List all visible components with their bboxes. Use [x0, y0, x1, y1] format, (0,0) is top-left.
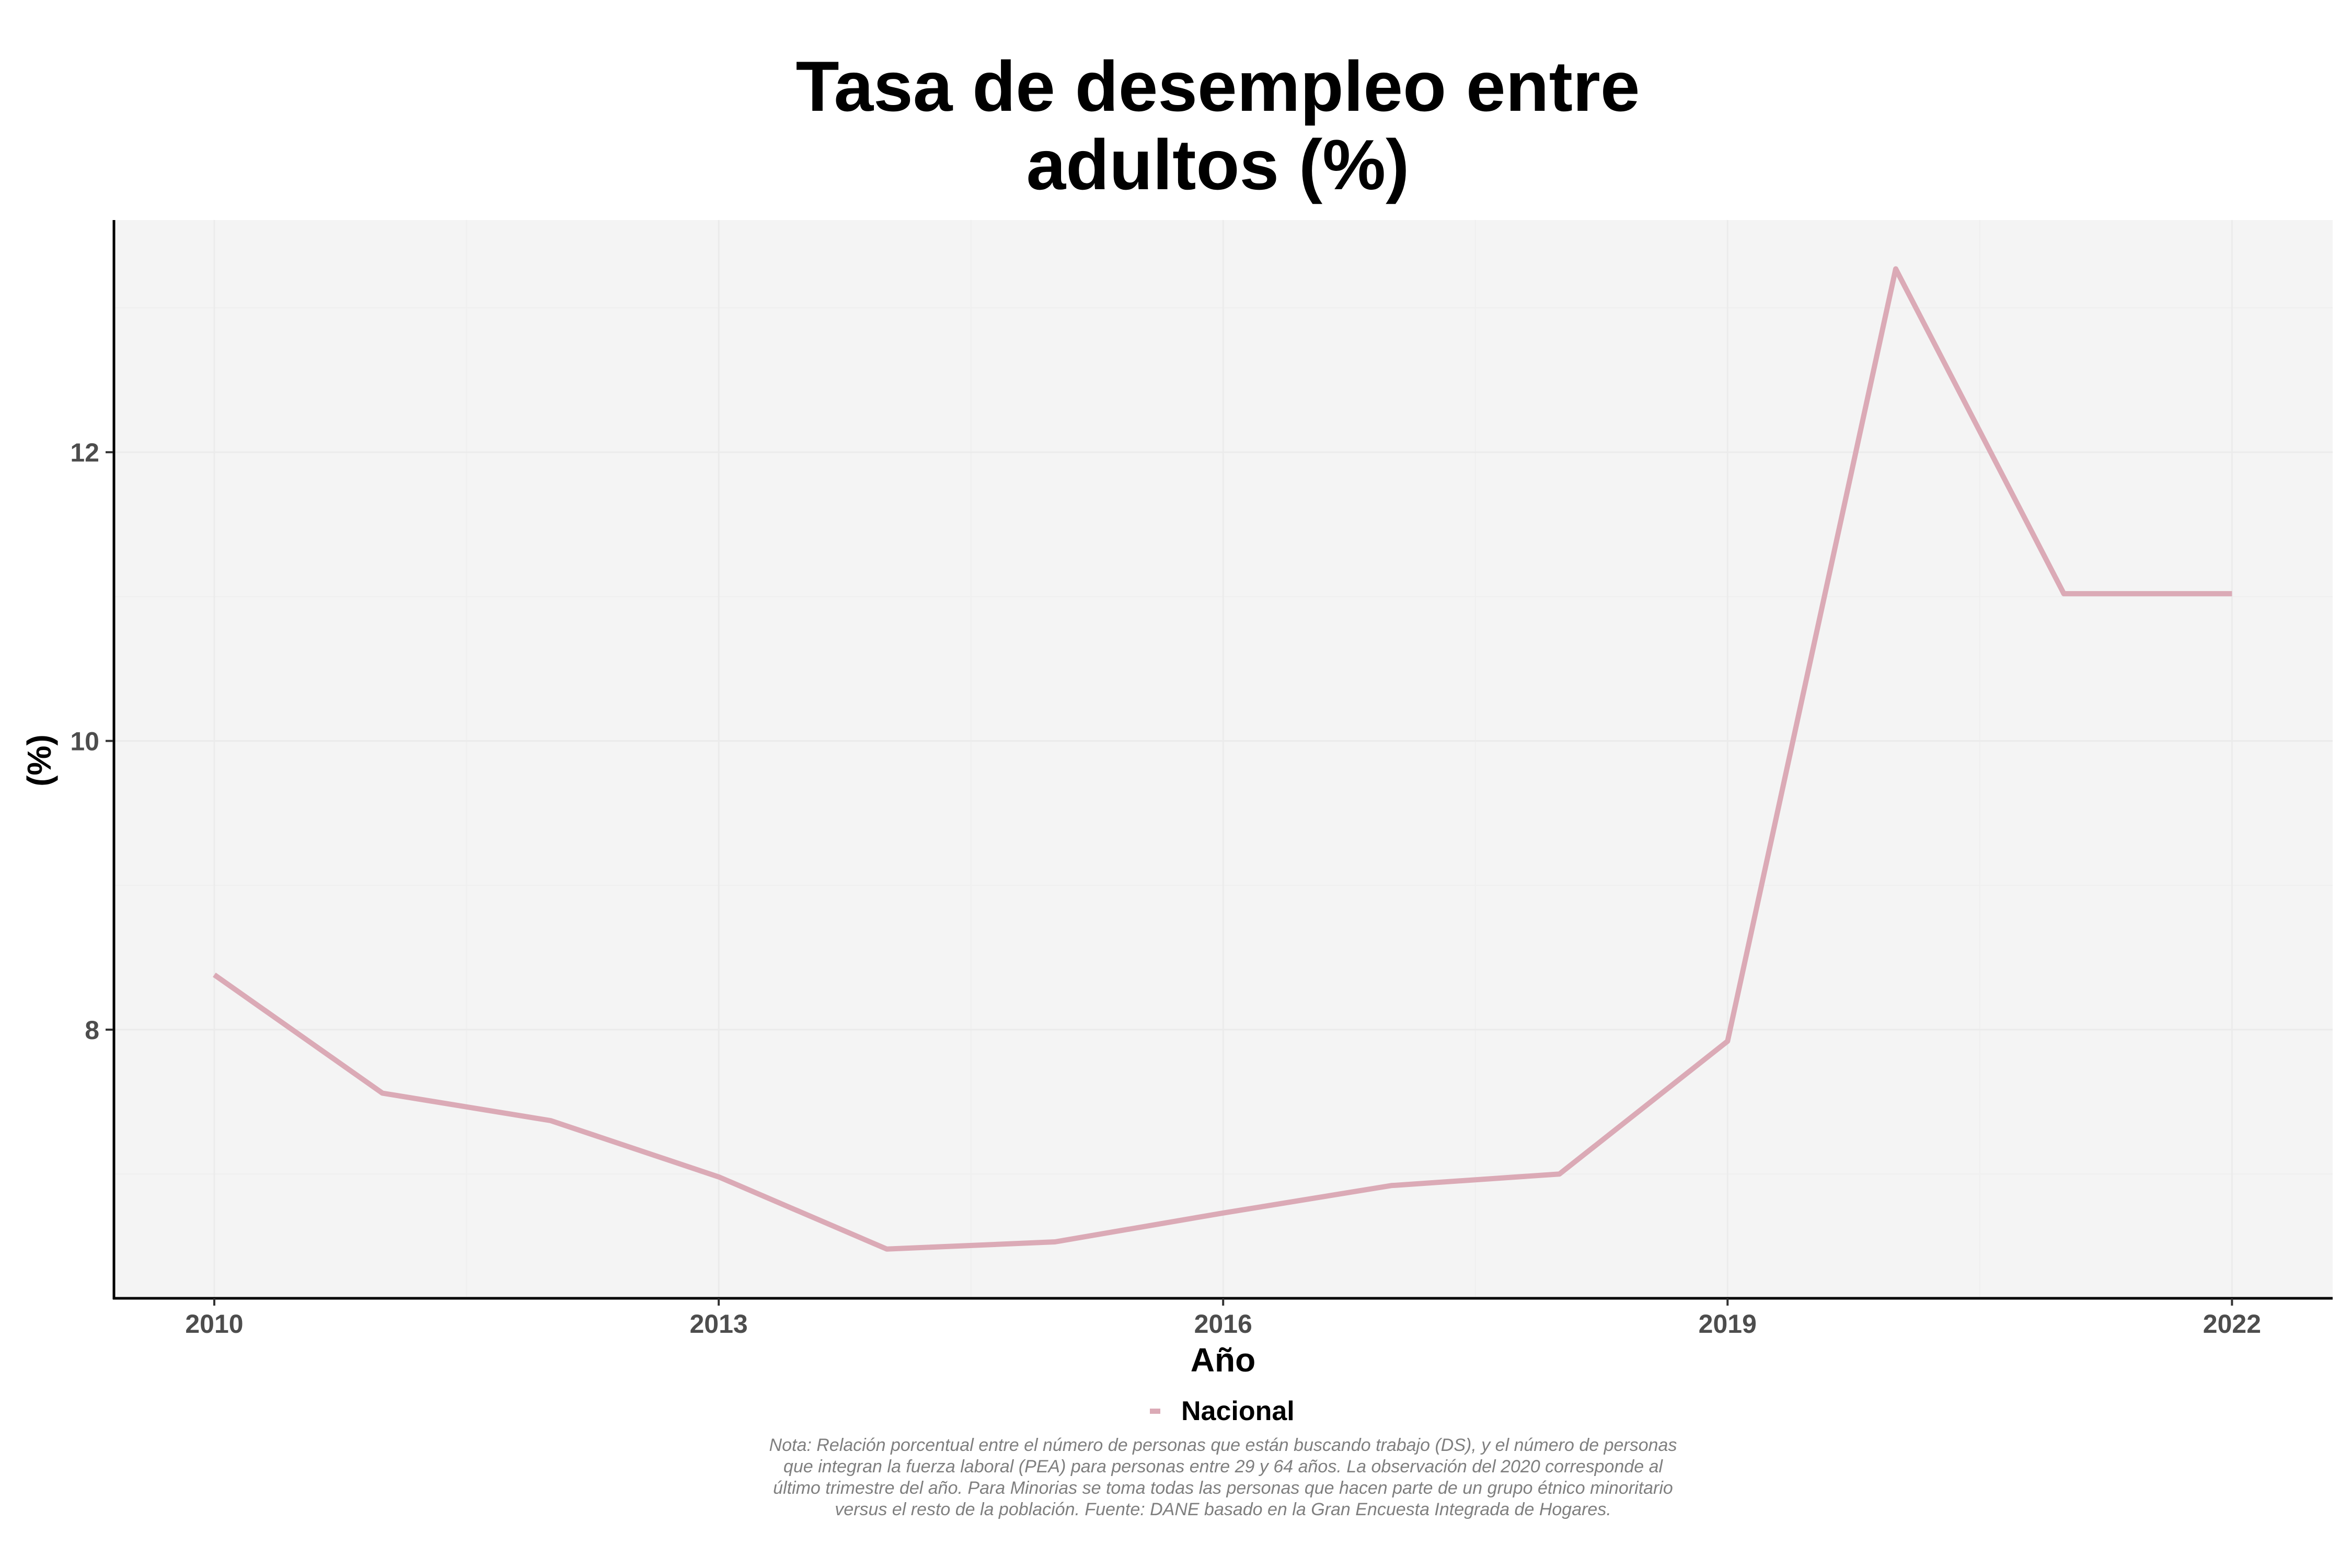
x-tick-label: 2019 — [1699, 1309, 1757, 1339]
legend-label-nacional: Nacional — [1181, 1396, 1295, 1426]
y-axis-label: (%) — [20, 734, 58, 787]
y-tick-label: 12 — [70, 438, 99, 467]
legend: Nacional — [1150, 1396, 1295, 1427]
x-axis-ticks: 2010 2013 2016 2019 2022 — [185, 1298, 2261, 1339]
x-tick-label: 2022 — [2203, 1309, 2261, 1339]
y-tick-label: 10 — [70, 727, 99, 756]
chart-title-line-2: adultos (%) — [1026, 125, 1410, 204]
x-tick-label: 2010 — [185, 1309, 243, 1339]
legend-key-nacional — [1150, 1409, 1160, 1414]
series-line-nacional — [213, 266, 2232, 1252]
x-tick-label: 2013 — [689, 1309, 747, 1339]
x-axis-label: Año — [1190, 1341, 1256, 1379]
footnote: Nota: Relación porcentual entre el númer… — [769, 1435, 1677, 1519]
y-tick-label: 8 — [85, 1016, 99, 1045]
chart-title-line-1: Tasa de desempleo entre — [795, 47, 1640, 126]
chart-title: Tasa de desempleo entre adultos (%) — [0, 47, 2352, 204]
y-axis-ticks: 8 10 12 — [70, 438, 113, 1045]
x-tick-label: 2016 — [1194, 1309, 1252, 1339]
gridlines — [113, 220, 2333, 1298]
